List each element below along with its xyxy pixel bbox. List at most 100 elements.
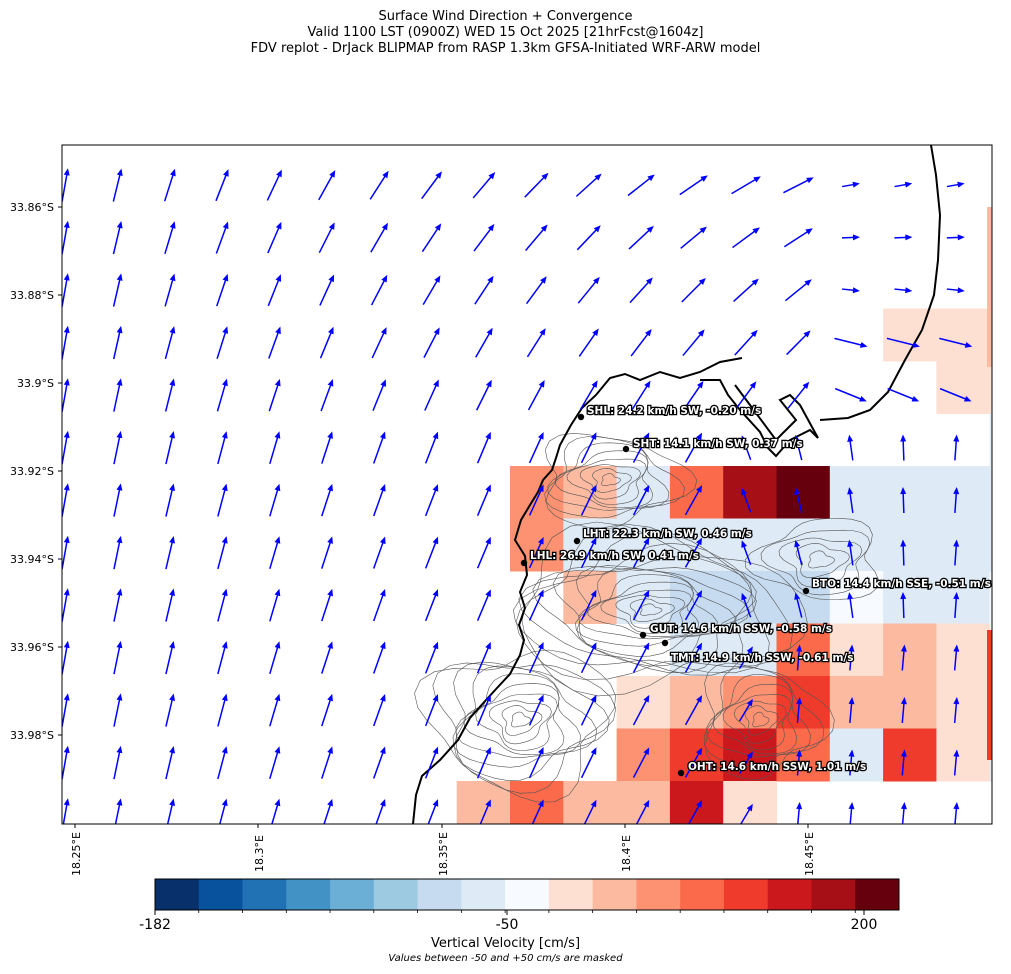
wind-arrow-head <box>741 435 747 443</box>
wind-arrow-head <box>900 697 907 705</box>
wind-arrow-head <box>169 588 176 596</box>
wind-arrow <box>370 279 386 306</box>
wind-arrow <box>321 593 332 622</box>
wind-arrow-head <box>696 747 703 756</box>
wind-arrow-head <box>485 431 491 440</box>
wind-arrow <box>684 646 701 673</box>
wind-arrow <box>476 751 490 779</box>
wind-arrow <box>62 540 68 570</box>
wind-arrow <box>320 383 332 412</box>
wind-arrow-head <box>697 329 705 337</box>
wind-arrow-head <box>63 273 70 281</box>
wind-arrow <box>635 804 648 824</box>
wind-arrow <box>576 228 598 251</box>
wind-arrow <box>269 645 279 675</box>
wind-arrow <box>217 750 226 780</box>
wind-arrow-head <box>593 225 601 233</box>
wind-arrow-head <box>116 693 123 701</box>
station-label-shl: SHL: 24.2 km/h SW, -0.20 m/s <box>587 405 761 417</box>
terrain-contour-line <box>752 711 770 728</box>
wind-arrow-head <box>696 590 703 598</box>
wind-arrow-head <box>852 181 860 188</box>
wind-arrow <box>271 803 279 824</box>
wind-arrow-head <box>169 326 176 334</box>
wind-arrow-head <box>953 749 960 757</box>
wind-arrow-head <box>63 798 70 806</box>
wind-arrow <box>476 436 490 464</box>
wind-arrow-head <box>539 328 546 336</box>
colorbar-swatch <box>155 879 200 910</box>
wind-arrow-head <box>327 536 333 544</box>
wind-arrow <box>112 278 121 307</box>
wind-arrow <box>113 383 121 412</box>
wind-arrow-head <box>435 171 442 179</box>
wind-arrow <box>684 699 701 726</box>
wind-arrow-head <box>328 274 335 283</box>
wind-arrow <box>421 174 440 200</box>
wind-arrow-head <box>696 695 703 703</box>
wind-arrow <box>475 383 491 411</box>
wind-arrow <box>164 278 174 307</box>
convergence-cell <box>669 781 724 824</box>
wind-arrow <box>476 698 490 726</box>
wind-arrow-head <box>847 434 854 442</box>
terrain-contour-line <box>453 661 610 781</box>
wind-arrow <box>424 383 438 411</box>
convergence-cell <box>669 571 724 624</box>
wind-arrow-head <box>116 378 123 386</box>
convergence-cell <box>883 466 937 519</box>
wind-arrow-head <box>63 588 70 596</box>
wind-arrow <box>531 803 543 824</box>
wind-arrow <box>62 698 68 727</box>
wind-arrow <box>954 491 958 514</box>
wind-arrow-head <box>741 592 747 601</box>
convergence-cell <box>989 308 992 362</box>
wind-arrow-head <box>116 430 123 439</box>
wind-arrow-head <box>643 747 650 756</box>
wind-arrow-head <box>696 537 703 546</box>
wind-arrow-head <box>699 226 707 234</box>
wind-arrow-head <box>796 644 803 652</box>
wind-arrow <box>164 225 174 254</box>
wind-arrow <box>528 488 543 516</box>
wind-arrow-head <box>643 799 650 808</box>
wind-arrow <box>946 183 960 188</box>
wind-arrow <box>842 183 856 188</box>
wind-arrow-head <box>900 487 907 495</box>
coastline-harbour <box>700 379 819 458</box>
wind-arrow <box>687 804 701 824</box>
terrain-contour-line <box>475 693 558 751</box>
wind-arrow <box>946 288 960 292</box>
wind-arrow <box>62 225 68 255</box>
axis-ticks <box>58 206 809 828</box>
wind-arrow <box>953 649 958 671</box>
wind-arrow-head <box>274 641 281 649</box>
wind-arrow <box>62 383 68 412</box>
convergence-cell <box>936 518 991 572</box>
wind-arrow <box>424 751 437 779</box>
terrain-contour-line <box>579 464 642 500</box>
wind-arrow-head <box>275 274 282 282</box>
wind-arrow <box>632 751 648 778</box>
wind-arrow <box>62 278 68 307</box>
terrain-contour-line <box>744 518 879 600</box>
wind-arrow-head <box>848 644 855 652</box>
wind-arrow <box>580 436 595 464</box>
wind-arrow-head <box>541 172 549 180</box>
wind-arrow-head <box>274 588 281 597</box>
wind-arrow-head <box>485 536 491 545</box>
wind-arrow <box>849 806 853 824</box>
wind-arrow <box>321 698 332 727</box>
wind-arrow <box>424 593 437 622</box>
lat-label: 33.88°S <box>10 289 54 302</box>
wind-arrow <box>372 593 385 622</box>
wind-arrow-head <box>432 536 439 545</box>
terrain-contour-line <box>575 565 750 657</box>
wind-arrow <box>583 803 595 824</box>
wind-arrow-head <box>381 222 388 231</box>
wind-arrow-head <box>276 169 282 178</box>
wind-arrow <box>580 593 595 621</box>
wind-arrow <box>62 330 68 360</box>
wind-arrow <box>422 279 439 306</box>
wind-arrow <box>369 174 387 200</box>
